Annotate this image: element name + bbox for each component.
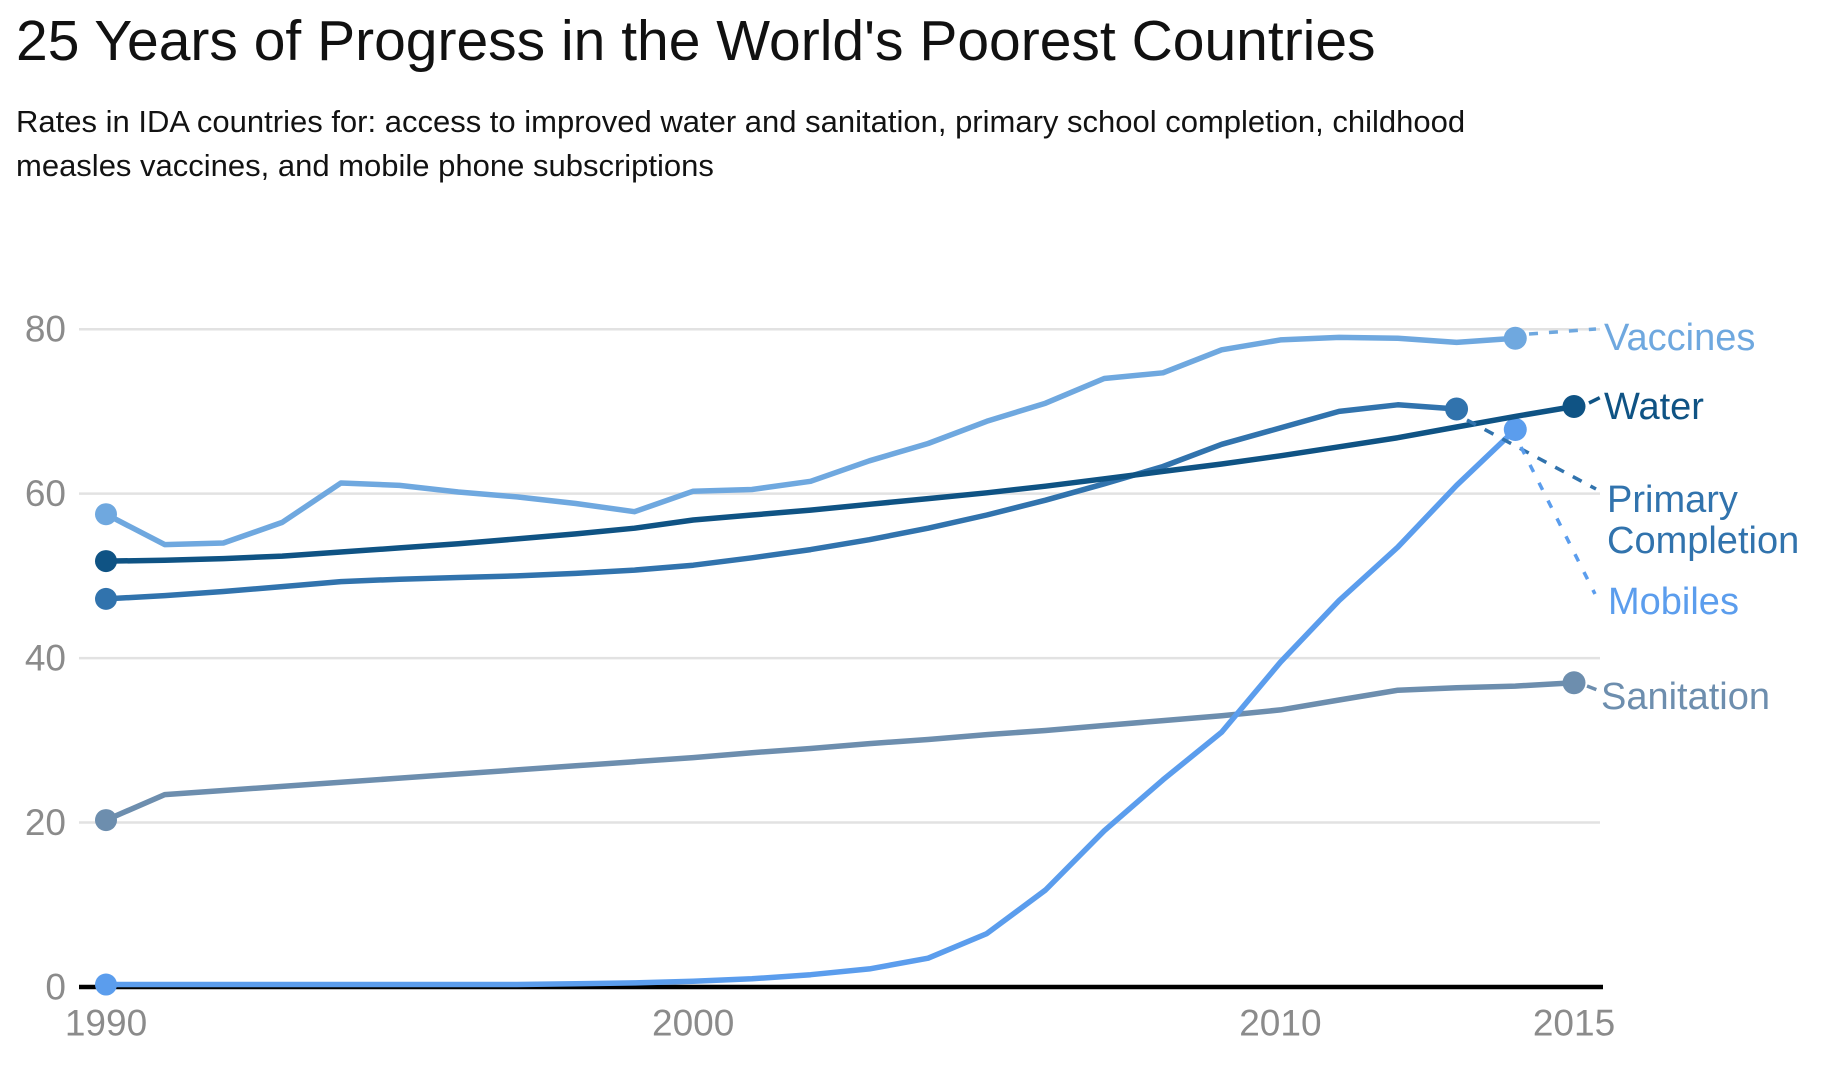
page-subtitle-line-2: measles vaccines, and mobile phone subsc… — [16, 148, 714, 183]
page-subtitle-line-1: Rates in IDA countries for: access to im… — [16, 104, 1466, 139]
vaccines-start-dot — [95, 503, 117, 526]
vaccines-line — [103, 334, 1519, 548]
sanitation-line — [103, 680, 1577, 823]
primary_completion-line — [103, 402, 1460, 602]
mobiles-line — [103, 426, 1519, 988]
water-start-dot — [95, 550, 117, 573]
primary_completion-start-dot — [95, 587, 117, 610]
primary_completion-end-dot — [1445, 397, 1469, 421]
y-tick-label-40: 40 — [25, 638, 66, 679]
x-tick-label-2015: 2015 — [1533, 1003, 1615, 1044]
primary_completion-leader-line — [1466, 418, 1597, 491]
vaccines-end-dot — [1503, 326, 1527, 350]
y-tick-label-80: 80 — [25, 309, 66, 350]
primary_completion-label-1: Primary — [1607, 479, 1738, 521]
primary_completion-label-2: Completion — [1607, 520, 1799, 562]
sanitation-leader-line — [1586, 684, 1601, 693]
mobiles-label: Mobiles — [1608, 581, 1739, 623]
sanitation-end-dot — [1562, 671, 1586, 695]
water-label: Water — [1604, 386, 1704, 428]
mobiles-end-dot — [1503, 418, 1527, 442]
water-line — [103, 403, 1577, 564]
x-tick-label-2000: 2000 — [652, 1003, 734, 1044]
y-tick-label-0: 0 — [45, 967, 66, 1008]
x-tick-label-1990: 1990 — [65, 1003, 147, 1044]
water-leader-line — [1588, 395, 1602, 405]
mobiles-leader-line — [1519, 446, 1597, 595]
y-tick-label-60: 60 — [25, 473, 66, 514]
sanitation-label: Sanitation — [1601, 676, 1770, 718]
water-end-dot — [1562, 394, 1586, 418]
sanitation-start-dot — [95, 809, 117, 832]
vaccines-label: Vaccines — [1604, 317, 1755, 359]
mobiles-start-dot — [95, 973, 117, 996]
x-tick-label-2010: 2010 — [1239, 1003, 1321, 1044]
page-title: 25 Years of Progress in the World's Poor… — [16, 9, 1376, 73]
y-tick-label-20: 20 — [25, 802, 66, 843]
